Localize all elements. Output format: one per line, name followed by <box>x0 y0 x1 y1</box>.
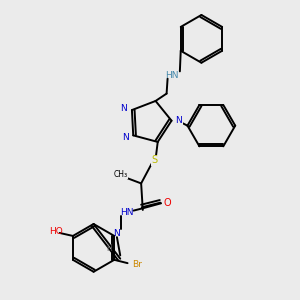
Text: HN: HN <box>120 208 134 217</box>
Text: O: O <box>164 198 172 208</box>
Text: N: N <box>120 104 127 113</box>
Text: S: S <box>151 155 158 165</box>
Text: HN: HN <box>165 71 178 80</box>
Text: N: N <box>176 116 182 125</box>
Text: N: N <box>113 229 120 238</box>
Text: H: H <box>107 244 112 253</box>
Text: CH₃: CH₃ <box>113 170 127 179</box>
Text: HO: HO <box>49 227 62 236</box>
Text: N: N <box>123 133 129 142</box>
Text: Br: Br <box>132 260 142 269</box>
